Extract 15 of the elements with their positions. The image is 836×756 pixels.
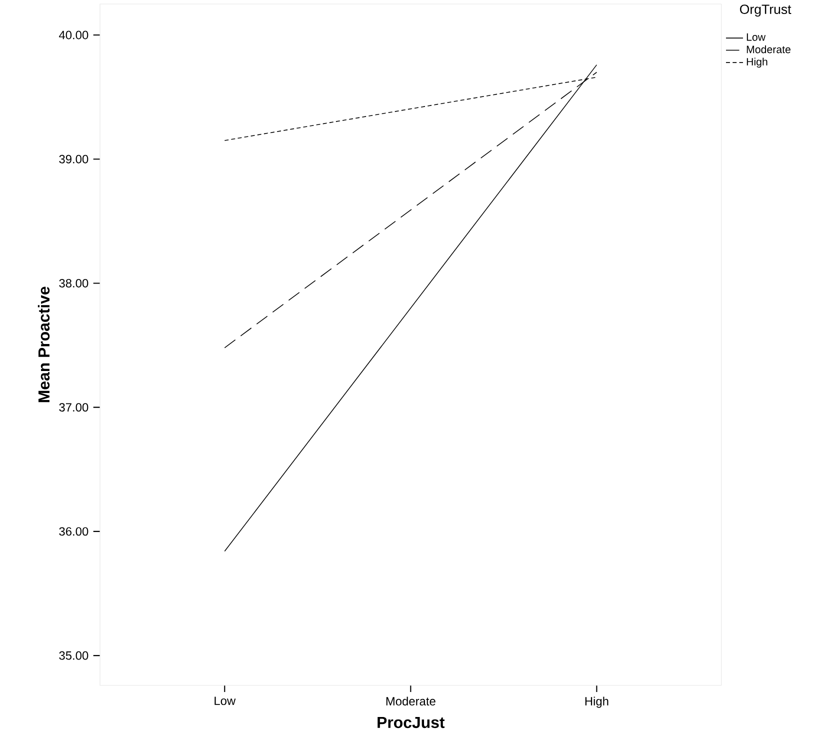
y-tick-label: 36.00: [59, 527, 88, 536]
legend-title: OrgTrust: [740, 4, 792, 17]
y-tick-label: 40.00: [58, 30, 88, 40]
y-tick-label: 38.00: [59, 278, 88, 288]
x-tick-label: Low: [214, 696, 236, 706]
legend-label: Low: [746, 33, 766, 41]
x-axis-title: ProcJust: [378, 716, 445, 728]
x-tick-label: High: [585, 696, 608, 708]
y-tick-label: 39.00: [59, 154, 88, 164]
y-axis-title: Mean Proactive: [38, 286, 50, 402]
y-tick-label: 37.00: [59, 403, 88, 412]
y-tick-label: 35.00: [59, 651, 88, 660]
legend-label: Moderate: [746, 45, 790, 54]
x-tick-label: Moderate: [386, 696, 436, 706]
legend-label: High: [746, 58, 768, 68]
